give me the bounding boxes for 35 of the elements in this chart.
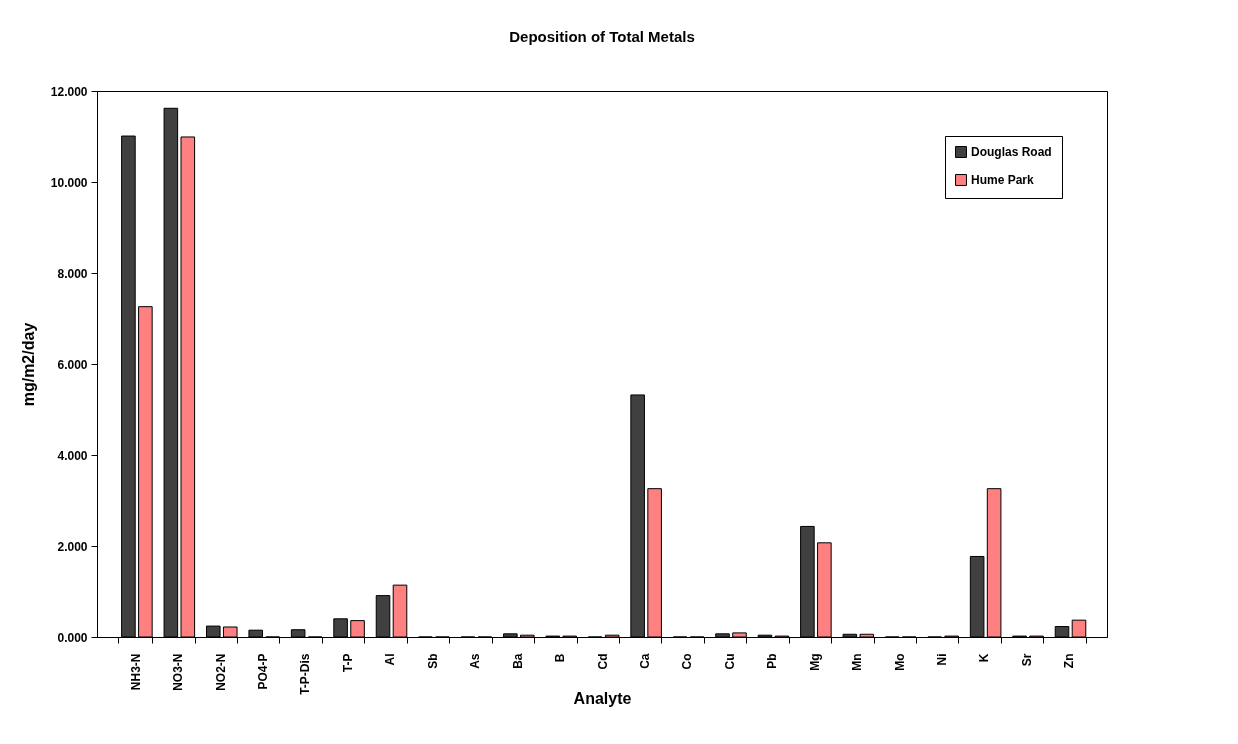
x-tick-label: T-P [340, 653, 355, 673]
y-tick-label: 4.000 [57, 448, 88, 463]
x-tick-label: Mo [892, 653, 907, 671]
y-tick-label: 2.000 [57, 539, 88, 554]
y-tick-label: 6.000 [57, 357, 88, 372]
x-tick-label: Ba [510, 653, 525, 669]
legend-label: Hume Park [971, 173, 1035, 187]
x-tick-label: As [468, 653, 483, 669]
y-tick-label: 10.000 [50, 175, 88, 190]
x-tick-label: Co [680, 653, 695, 670]
x-tick-label: Sb [425, 653, 440, 669]
y-axis-title: mg/m2/day [19, 322, 37, 407]
x-tick-label: Pb [765, 653, 780, 669]
x-tick-label: Zn [1062, 653, 1077, 669]
x-tick-label: Cd [595, 653, 610, 670]
x-tick-label: NO2-N [213, 653, 228, 691]
x-tick-label: Al [383, 653, 398, 666]
x-tick-label: Sr [1019, 653, 1034, 667]
x-tick-label: Cu [722, 653, 737, 670]
x-tick-label: PO4-P [256, 653, 270, 690]
y-tick-label: 8.000 [57, 266, 88, 281]
y-tick-label: 12.000 [50, 84, 88, 99]
x-tick-label: NH3-N [128, 653, 143, 691]
x-tick-label: T-P-Dis [298, 653, 313, 695]
x-tick-label: Ca [637, 653, 652, 669]
chart-title: Deposition of Total Metals [509, 28, 695, 45]
x-axis-title: Analyte [573, 689, 632, 707]
x-tick-label: Ni [935, 653, 949, 666]
x-tick-label: NO3-N [171, 653, 186, 691]
y-tick-label: 0.000 [57, 630, 88, 645]
x-tick-label: Mg [807, 653, 822, 671]
legend-label: Douglas Road [971, 145, 1052, 159]
x-tick-label: B [553, 653, 568, 663]
x-tick-label: Mn [850, 653, 865, 671]
x-tick-label: K [977, 653, 992, 663]
